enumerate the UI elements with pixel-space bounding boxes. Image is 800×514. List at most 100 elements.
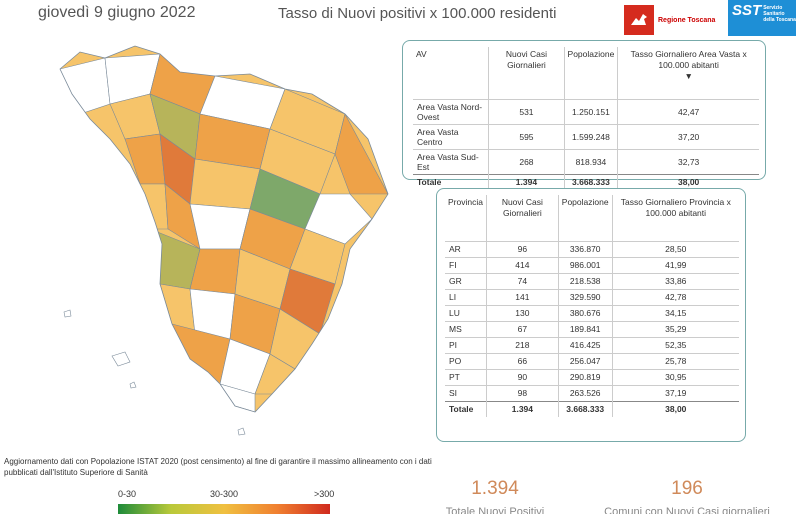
cell: 986.001 — [557, 256, 613, 273]
sst-logo-label: Servizio Sanitario della Toscana — [763, 5, 796, 23]
cell: 3.668.333 — [563, 173, 618, 190]
legend-low-label: 0-30 — [118, 489, 137, 499]
sst-logo: SST Servizio Sanitario della Toscana — [728, 0, 796, 36]
cell: Totale — [413, 173, 489, 190]
cell: 33,86 — [611, 272, 739, 289]
kpi-comuni: 196 Comuni con Nuovi Casi giornalieri — [590, 478, 784, 514]
cell: 189.841 — [557, 320, 613, 337]
cell: Area Vasta Nord-Ovest — [413, 98, 489, 124]
cell: 290.819 — [557, 368, 613, 385]
area-vasta-table: AV Nuovi Casi Giornalieri Popolazione Ta… — [413, 47, 759, 190]
cell: PO — [445, 352, 487, 369]
kpi-comuni-value: 196 — [671, 478, 703, 499]
cell: 38,00 — [617, 173, 759, 190]
isola-elba — [111, 351, 131, 367]
cell: 41,99 — [611, 256, 739, 273]
cell: 52,35 — [611, 336, 739, 353]
header-popolazione: Popolazione — [563, 47, 618, 99]
isola-giglio — [237, 427, 246, 436]
cell: 38,00 — [611, 400, 739, 417]
cell: 25,78 — [611, 352, 739, 369]
cell: 263.526 — [557, 384, 613, 401]
cell: PI — [445, 336, 487, 353]
table-row: SI 98 263.526 37,19 — [445, 384, 739, 401]
cell: 66 — [485, 352, 559, 369]
header-tasso: Tasso Giornaliero Provincia x 100.000 ab… — [611, 195, 739, 241]
header-popolazione: Popolazione — [557, 195, 613, 241]
cell: 37,20 — [617, 123, 759, 149]
table-row: LI 141 329.590 42,78 — [445, 288, 739, 305]
cell: 268 — [488, 148, 565, 174]
table-row: LU 130 380.676 34,15 — [445, 304, 739, 321]
cell: 37,19 — [611, 384, 739, 401]
province-table-box: Provincia Nuovi Casi Giornalieri Popolaz… — [436, 188, 746, 442]
kpi-comuni-label: Comuni con Nuovi Casi giornalieri — [604, 506, 770, 514]
table-row: Area Vasta Sud-Est 268 818.934 32,73 — [413, 148, 759, 174]
cell: 28,50 — [611, 240, 739, 257]
regione-toscana-label: Regione Toscana — [658, 16, 716, 24]
isola-pianosa — [129, 381, 137, 389]
cell: 96 — [485, 240, 559, 257]
table-row: PO 66 256.047 25,78 — [445, 352, 739, 369]
cell: 218 — [485, 336, 559, 353]
cell: 1.394 — [485, 400, 559, 417]
kpi-total-positivi: 1.394 Totale Nuovi Positivi — [440, 478, 550, 514]
header-av: AV — [416, 49, 427, 59]
cell: Area Vasta Centro — [413, 123, 489, 149]
sort-desc-icon[interactable]: ▼ — [684, 71, 693, 81]
cell: MS — [445, 320, 487, 337]
table-row: PT 90 290.819 30,95 — [445, 368, 739, 385]
cell: 256.047 — [557, 352, 613, 369]
area-vasta-table-box: AV Nuovi Casi Giornalieri Popolazione Ta… — [402, 40, 766, 190]
cell: Area Vasta Sud-Est — [413, 148, 489, 174]
table-row: MS 67 189.841 35,29 — [445, 320, 739, 337]
cell: 416.425 — [557, 336, 613, 353]
table-row: AR 96 336.870 28,50 — [445, 240, 739, 257]
cell: 32,73 — [617, 148, 759, 174]
cell: 329.590 — [557, 288, 613, 305]
table-row: Area Vasta Centro 595 1.599.248 37,20 — [413, 123, 759, 149]
table-row: FI 414 986.001 41,99 — [445, 256, 739, 273]
cell: 90 — [485, 368, 559, 385]
legend-mid-label: 30-300 — [210, 489, 239, 499]
cell: 42,47 — [617, 98, 759, 124]
legend-high-label: >300 — [314, 489, 335, 499]
cell: Totale — [445, 400, 487, 417]
cell: 130 — [485, 304, 559, 321]
cell: 141 — [485, 288, 559, 305]
cell: 34,15 — [611, 304, 739, 321]
table-total-row: Totale 1.394 3.668.333 38,00 — [445, 400, 739, 417]
tuscany-municipalities-map — [59, 45, 389, 436]
pegasus-icon — [624, 5, 654, 35]
header-tasso[interactable]: Tasso Giornaliero Area Vasta x 100.000 a… — [617, 47, 759, 99]
cell: LI — [445, 288, 487, 305]
cell: 414 — [485, 256, 559, 273]
cell: 595 — [488, 123, 565, 149]
cell: 818.934 — [563, 148, 618, 174]
header-nuovi-casi: Nuovi Casi Giornalieri — [488, 47, 565, 99]
cell: 74 — [485, 272, 559, 289]
cell: GR — [445, 272, 487, 289]
regione-toscana-logo: Regione Toscana — [624, 3, 734, 37]
table-row: GR 74 218.538 33,86 — [445, 272, 739, 289]
cell: AR — [445, 240, 487, 257]
sst-logo-mark: SST — [732, 2, 762, 19]
cell: 3.668.333 — [557, 400, 613, 417]
cell: SI — [445, 384, 487, 401]
cell: 336.870 — [557, 240, 613, 257]
cell: 531 — [488, 98, 565, 124]
header-tasso-label: Tasso Giornaliero Area Vasta x 100.000 a… — [630, 49, 747, 70]
cell: 218.538 — [557, 272, 613, 289]
cell: 1.394 — [488, 173, 565, 190]
cell: 380.676 — [557, 304, 613, 321]
header-provincia: Provincia — [448, 197, 483, 207]
cell: 1.250.151 — [563, 98, 618, 124]
cell: 1.599.248 — [563, 123, 618, 149]
cell: 35,29 — [611, 320, 739, 337]
report-date: giovedì 9 giugno 2022 — [38, 4, 196, 21]
legend-color-scale — [118, 504, 330, 514]
table-row: Area Vasta Nord-Ovest 531 1.250.151 42,47 — [413, 98, 759, 124]
page-title: Tasso di Nuovi positivi x 100.000 reside… — [278, 5, 557, 22]
cell: LU — [445, 304, 487, 321]
cell: PT — [445, 368, 487, 385]
